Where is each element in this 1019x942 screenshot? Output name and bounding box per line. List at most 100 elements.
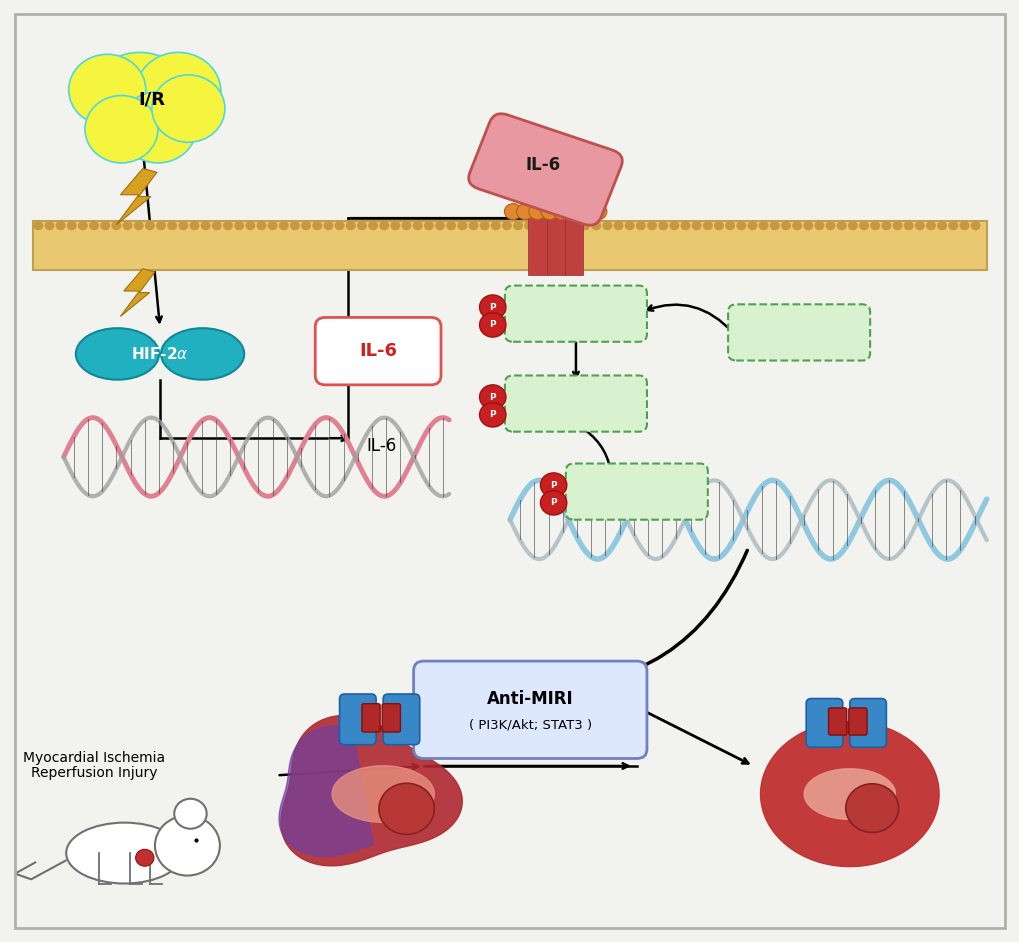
Circle shape	[45, 221, 54, 230]
Circle shape	[112, 221, 120, 230]
Circle shape	[379, 221, 388, 230]
Circle shape	[358, 221, 366, 230]
Circle shape	[346, 221, 355, 230]
Circle shape	[516, 203, 533, 219]
Circle shape	[136, 850, 154, 867]
Polygon shape	[116, 169, 157, 225]
Polygon shape	[120, 268, 155, 317]
Circle shape	[246, 221, 255, 230]
FancyBboxPatch shape	[34, 221, 985, 269]
Circle shape	[146, 221, 154, 230]
Circle shape	[135, 221, 143, 230]
Text: IL-6: IL-6	[359, 342, 396, 360]
FancyBboxPatch shape	[469, 114, 622, 225]
Circle shape	[915, 221, 923, 230]
Circle shape	[514, 221, 522, 230]
Circle shape	[413, 221, 422, 230]
Circle shape	[647, 221, 655, 230]
Text: HIF-2$\alpha$: HIF-2$\alpha$	[131, 346, 189, 362]
Circle shape	[803, 221, 812, 230]
Circle shape	[825, 221, 834, 230]
Text: P: P	[550, 480, 556, 490]
Ellipse shape	[161, 328, 244, 380]
Ellipse shape	[75, 328, 159, 380]
Polygon shape	[279, 725, 373, 856]
Circle shape	[302, 221, 310, 230]
Circle shape	[119, 91, 197, 163]
Circle shape	[669, 221, 678, 230]
Circle shape	[123, 221, 131, 230]
Circle shape	[613, 221, 623, 230]
Circle shape	[769, 221, 779, 230]
Circle shape	[948, 221, 957, 230]
Circle shape	[658, 221, 666, 230]
Text: ( PI3K/Akt; STAT3 ): ( PI3K/Akt; STAT3 )	[469, 719, 591, 731]
Polygon shape	[760, 722, 938, 867]
Circle shape	[552, 203, 570, 219]
Circle shape	[904, 221, 912, 230]
FancyBboxPatch shape	[827, 708, 846, 735]
Circle shape	[290, 221, 299, 230]
FancyBboxPatch shape	[504, 376, 646, 431]
FancyBboxPatch shape	[546, 216, 565, 275]
Circle shape	[101, 221, 109, 230]
Circle shape	[313, 221, 321, 230]
Circle shape	[625, 221, 634, 230]
Circle shape	[479, 385, 505, 409]
Circle shape	[814, 221, 823, 230]
Text: IL-6: IL-6	[366, 437, 395, 455]
Text: P: P	[489, 393, 495, 401]
Circle shape	[781, 221, 790, 230]
Text: Anti-MIRI: Anti-MIRI	[486, 690, 573, 707]
Circle shape	[589, 203, 606, 219]
Circle shape	[558, 221, 567, 230]
Circle shape	[435, 221, 444, 230]
Circle shape	[681, 221, 689, 230]
Circle shape	[479, 313, 505, 337]
Circle shape	[525, 221, 533, 230]
Circle shape	[78, 221, 87, 230]
Circle shape	[279, 221, 287, 230]
Circle shape	[324, 221, 332, 230]
Circle shape	[152, 74, 225, 142]
Circle shape	[379, 783, 434, 835]
Circle shape	[56, 221, 65, 230]
Text: P: P	[489, 320, 495, 330]
FancyBboxPatch shape	[382, 704, 400, 732]
Circle shape	[85, 95, 158, 163]
Circle shape	[726, 221, 734, 230]
Circle shape	[502, 221, 511, 230]
Circle shape	[191, 221, 199, 230]
Circle shape	[335, 221, 343, 230]
Circle shape	[569, 221, 578, 230]
Circle shape	[179, 221, 187, 230]
Circle shape	[67, 221, 76, 230]
Polygon shape	[332, 766, 434, 822]
FancyBboxPatch shape	[849, 699, 886, 747]
Circle shape	[758, 221, 767, 230]
FancyBboxPatch shape	[414, 661, 646, 758]
Circle shape	[859, 221, 867, 230]
Circle shape	[540, 203, 557, 219]
Circle shape	[792, 221, 801, 230]
FancyBboxPatch shape	[362, 704, 380, 732]
Circle shape	[692, 221, 700, 230]
Circle shape	[504, 203, 521, 219]
Circle shape	[959, 221, 968, 230]
Circle shape	[201, 221, 210, 230]
Polygon shape	[280, 716, 462, 866]
Circle shape	[602, 221, 611, 230]
Circle shape	[737, 221, 745, 230]
Circle shape	[257, 221, 266, 230]
Circle shape	[540, 473, 567, 497]
Circle shape	[540, 491, 567, 515]
Circle shape	[136, 53, 221, 131]
FancyBboxPatch shape	[339, 694, 376, 745]
Circle shape	[157, 221, 165, 230]
Circle shape	[87, 53, 193, 150]
Circle shape	[458, 221, 466, 230]
Circle shape	[528, 203, 545, 219]
Circle shape	[446, 221, 454, 230]
Circle shape	[848, 221, 856, 230]
Circle shape	[401, 221, 411, 230]
